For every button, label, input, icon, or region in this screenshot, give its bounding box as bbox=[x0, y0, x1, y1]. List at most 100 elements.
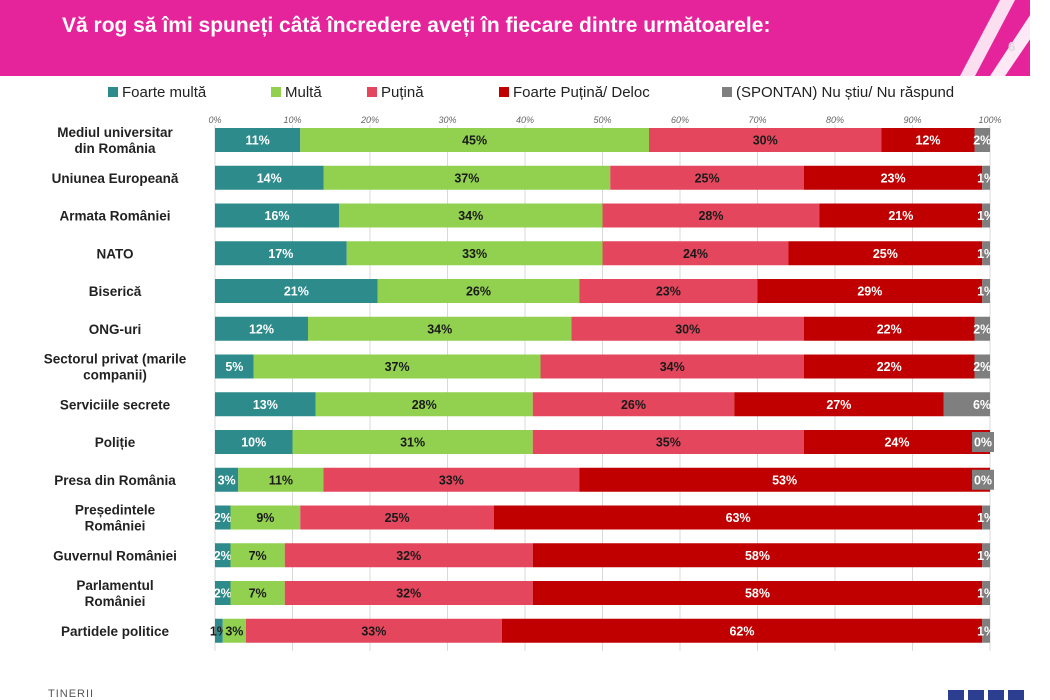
bar-segment-putina bbox=[579, 279, 758, 303]
data-label: 32% bbox=[396, 549, 421, 563]
data-label: 35% bbox=[656, 436, 681, 450]
bar-segment-multa bbox=[292, 430, 533, 454]
bar-segment-spontan-nu-stiu-nu-raspund bbox=[943, 392, 990, 417]
bar-segment-multa bbox=[253, 354, 541, 379]
bar-row-uniunea-europeana: 14% 37% 25% 23% 1% bbox=[215, 165, 995, 190]
data-label: 62% bbox=[729, 624, 754, 638]
legend-item-multa: Multă bbox=[271, 84, 322, 101]
data-label: 27% bbox=[826, 398, 851, 412]
data-label: 25% bbox=[873, 247, 898, 261]
bar-segment-foarte-multa bbox=[215, 165, 324, 190]
legend-swatch bbox=[722, 87, 732, 97]
bar-row-presedintele-romaniei: 2% 9% 25% 63% 1% bbox=[214, 505, 995, 530]
bar-segment-putina bbox=[610, 165, 804, 190]
footer-block bbox=[948, 690, 964, 700]
category-label: Parlamentul României bbox=[76, 578, 153, 609]
category-label: Biserică bbox=[89, 284, 142, 299]
bar-segment-foarte-multa bbox=[215, 618, 223, 643]
bar-segment-foarte-multa bbox=[215, 581, 231, 605]
bar-segment-foarte-multa bbox=[215, 543, 231, 568]
data-label: 1% bbox=[977, 587, 995, 601]
footer-block bbox=[968, 690, 984, 700]
bar-segment-multa bbox=[230, 581, 285, 605]
data-label: 1% bbox=[977, 247, 995, 261]
data-label: 33% bbox=[462, 247, 487, 261]
x-tick-label: 30% bbox=[438, 115, 456, 125]
data-label: 10% bbox=[241, 436, 266, 450]
bar-segment-foarte-putina-deloc bbox=[804, 316, 975, 341]
category-label: Poliție bbox=[95, 435, 136, 450]
category-label: Partidele politice bbox=[61, 624, 170, 639]
bar-segment-foarte-multa bbox=[215, 467, 239, 492]
bar-segment-foarte-multa bbox=[215, 279, 378, 303]
bar-segment-multa bbox=[238, 467, 324, 492]
legend-item-putina: Puțină bbox=[367, 84, 424, 101]
bar-segment-foarte-multa bbox=[215, 316, 308, 341]
data-label: 32% bbox=[396, 587, 421, 601]
bar-row-partidele-politice: 1%3% 33% 62% 1% bbox=[210, 618, 995, 643]
bar-segment-multa bbox=[230, 543, 285, 568]
bar-segment-spontan-nu-stiu-nu-raspund bbox=[974, 316, 990, 341]
legend-item-foarte-putina: Foarte Puțină/ Deloc bbox=[499, 84, 650, 101]
data-label: 1% bbox=[977, 285, 995, 299]
bar-segment-multa bbox=[339, 203, 603, 228]
bar-segment-foarte-multa bbox=[215, 128, 301, 152]
data-label: 26% bbox=[466, 285, 491, 299]
bar-segment-foarte-putina-deloc bbox=[579, 467, 990, 492]
data-label: 21% bbox=[888, 209, 913, 223]
bar-row-armata-romaniei: 16% 34% 28% 21% 1% bbox=[215, 203, 995, 228]
x-tick-label: 90% bbox=[903, 115, 921, 125]
data-label: 25% bbox=[695, 171, 720, 185]
data-label: 13% bbox=[253, 398, 278, 412]
bar-segment-putina bbox=[532, 392, 735, 417]
data-label: 12% bbox=[915, 134, 940, 148]
data-label: 31% bbox=[400, 436, 425, 450]
data-label: 23% bbox=[881, 171, 906, 185]
bar-segment-foarte-multa bbox=[215, 203, 339, 228]
bar-segment-putina bbox=[284, 581, 533, 605]
bar-segment-spontan-nu-stiu-nu-raspund bbox=[982, 543, 990, 568]
legend-swatch bbox=[367, 87, 377, 97]
data-label: 2% bbox=[973, 322, 991, 336]
data-label: 2% bbox=[973, 134, 991, 148]
bar-row-guvernul-romaniei: 2% 7% 32% 58% 1% bbox=[214, 543, 995, 568]
data-label: 63% bbox=[726, 511, 751, 525]
category-label: NATO bbox=[97, 246, 134, 261]
footer-logo: TINERII bbox=[48, 688, 95, 700]
bar-segment-multa bbox=[377, 279, 580, 303]
data-label: 3% bbox=[218, 473, 236, 487]
data-label: 45% bbox=[462, 134, 487, 148]
legend-label: Puțină bbox=[381, 84, 424, 101]
legend-item-foarte-multa: Foarte multă bbox=[108, 84, 206, 101]
data-label: 11% bbox=[269, 473, 293, 487]
bar-segment-putina bbox=[300, 505, 494, 530]
data-label: 37% bbox=[385, 360, 410, 374]
bar-row-serviciile-secrete: 13% 28% 26% 27% 6% bbox=[215, 392, 991, 417]
bar-segment-foarte-putina-deloc bbox=[494, 505, 983, 530]
bar-segment-putina bbox=[540, 354, 804, 379]
category-labels: Mediul universitar din România Uniunea Eur… bbox=[44, 125, 187, 639]
x-tick-label: 80% bbox=[826, 115, 844, 125]
data-label: 24% bbox=[884, 436, 909, 450]
bar-segment-spontan-nu-stiu-nu-raspund bbox=[982, 279, 990, 303]
data-label: 17% bbox=[268, 247, 293, 261]
x-tick-label: 60% bbox=[671, 115, 689, 125]
bar-segment-foarte-multa bbox=[215, 354, 254, 379]
data-label: 33% bbox=[439, 473, 464, 487]
data-label: 30% bbox=[753, 134, 778, 148]
bar-row-parlamentul-romaniei: 2% 7% 32% 58% 1% bbox=[214, 581, 995, 605]
footer-brand-mark bbox=[948, 690, 1028, 700]
data-label: 5% bbox=[225, 360, 243, 374]
bar-segment-foarte-putina-deloc bbox=[788, 241, 983, 266]
data-label: 11% bbox=[245, 134, 269, 148]
page-title: Vă rog să îmi spuneți câtă încredere ave… bbox=[62, 14, 771, 37]
bar-segment-foarte-putina-deloc bbox=[881, 128, 975, 152]
bar-segment-foarte-putina-deloc bbox=[804, 354, 975, 379]
data-label: 7% bbox=[249, 587, 267, 601]
bar-segment-multa bbox=[323, 165, 611, 190]
stacked-bar-chart: 0% 10% 20% 30% 40% 50% 60% 70% 80% 90% 100% Mediul… bbox=[44, 115, 1002, 651]
category-label: Serviciile secrete bbox=[60, 397, 171, 412]
footer-block bbox=[988, 690, 1004, 700]
bar-segment-multa bbox=[308, 316, 572, 341]
zero-label-box bbox=[972, 469, 994, 490]
